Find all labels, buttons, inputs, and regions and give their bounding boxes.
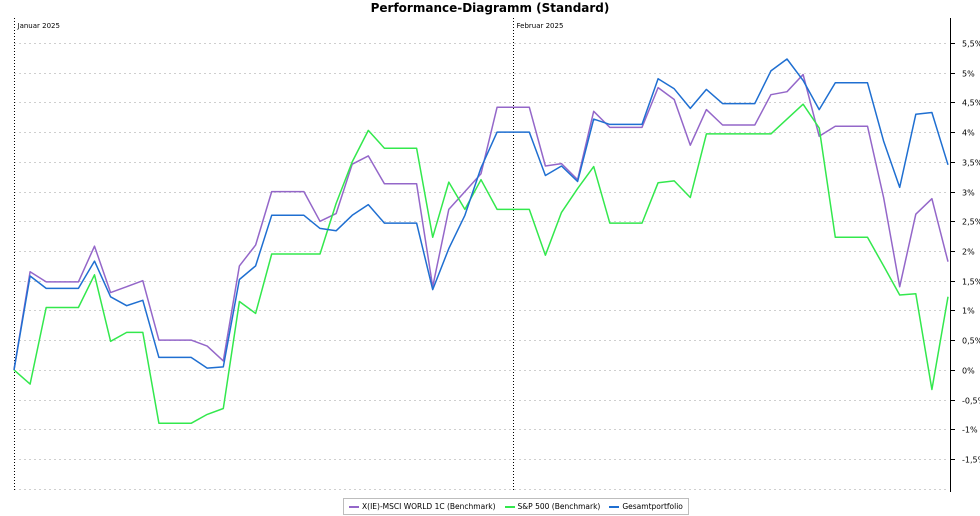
legend-label: X(IE)-MSCI WORLD 1C (Benchmark) <box>362 502 496 511</box>
y-tick-label: 0% <box>962 367 975 376</box>
legend-swatch <box>349 505 359 508</box>
y-tick-label: 1,5% <box>962 278 980 287</box>
month-markers: Januar 2025 Februar 2025 <box>14 18 564 492</box>
legend-swatch <box>504 505 515 508</box>
series-lines <box>13 58 949 425</box>
y-tick-label: 3% <box>962 189 975 198</box>
series-line-2 <box>13 58 949 371</box>
month-label: Februar 2025 <box>517 22 564 30</box>
y-tick-label: 2,5% <box>962 218 980 227</box>
y-axis: 5,5% 5% 4,5% 4% 3,5% 3% 2,5% 2% 1,5% 1% 0,5% 0% -0,5… <box>950 18 980 492</box>
y-tick-label: 4,5% <box>962 99 980 108</box>
y-tick-label: 4% <box>962 129 975 138</box>
series-line-0 <box>13 73 949 371</box>
y-tick-label: 5,5% <box>962 40 980 49</box>
y-tick-label: 3,5% <box>962 159 980 168</box>
y-tick-label: 1% <box>962 307 975 316</box>
y-tick-label: 5% <box>962 70 975 79</box>
y-tick-label: -1,5% <box>962 456 980 465</box>
y-tick-label: -1% <box>962 426 978 435</box>
series-line-1 <box>13 103 949 425</box>
legend: X(IE)-MSCI WORLD 1C (Benchmark) S&P 500 (… <box>343 498 689 515</box>
legend-item: X(IE)-MSCI WORLD 1C (Benchmark) <box>349 502 496 511</box>
month-label: Januar 2025 <box>17 22 60 30</box>
chart-title: Performance-Diagramm (Standard) <box>370 1 610 15</box>
legend-swatch <box>609 505 620 508</box>
legend-item: Gesamtportfolio <box>609 502 683 511</box>
legend-label: Gesamtportfolio <box>622 502 683 511</box>
legend-item: S&P 500 (Benchmark) <box>504 502 601 511</box>
y-tick-label: 0,5% <box>962 337 980 346</box>
legend-label: S&P 500 (Benchmark) <box>517 502 601 511</box>
y-tick-label: -0,5% <box>962 397 980 406</box>
y-tick-label: 2% <box>962 248 975 257</box>
